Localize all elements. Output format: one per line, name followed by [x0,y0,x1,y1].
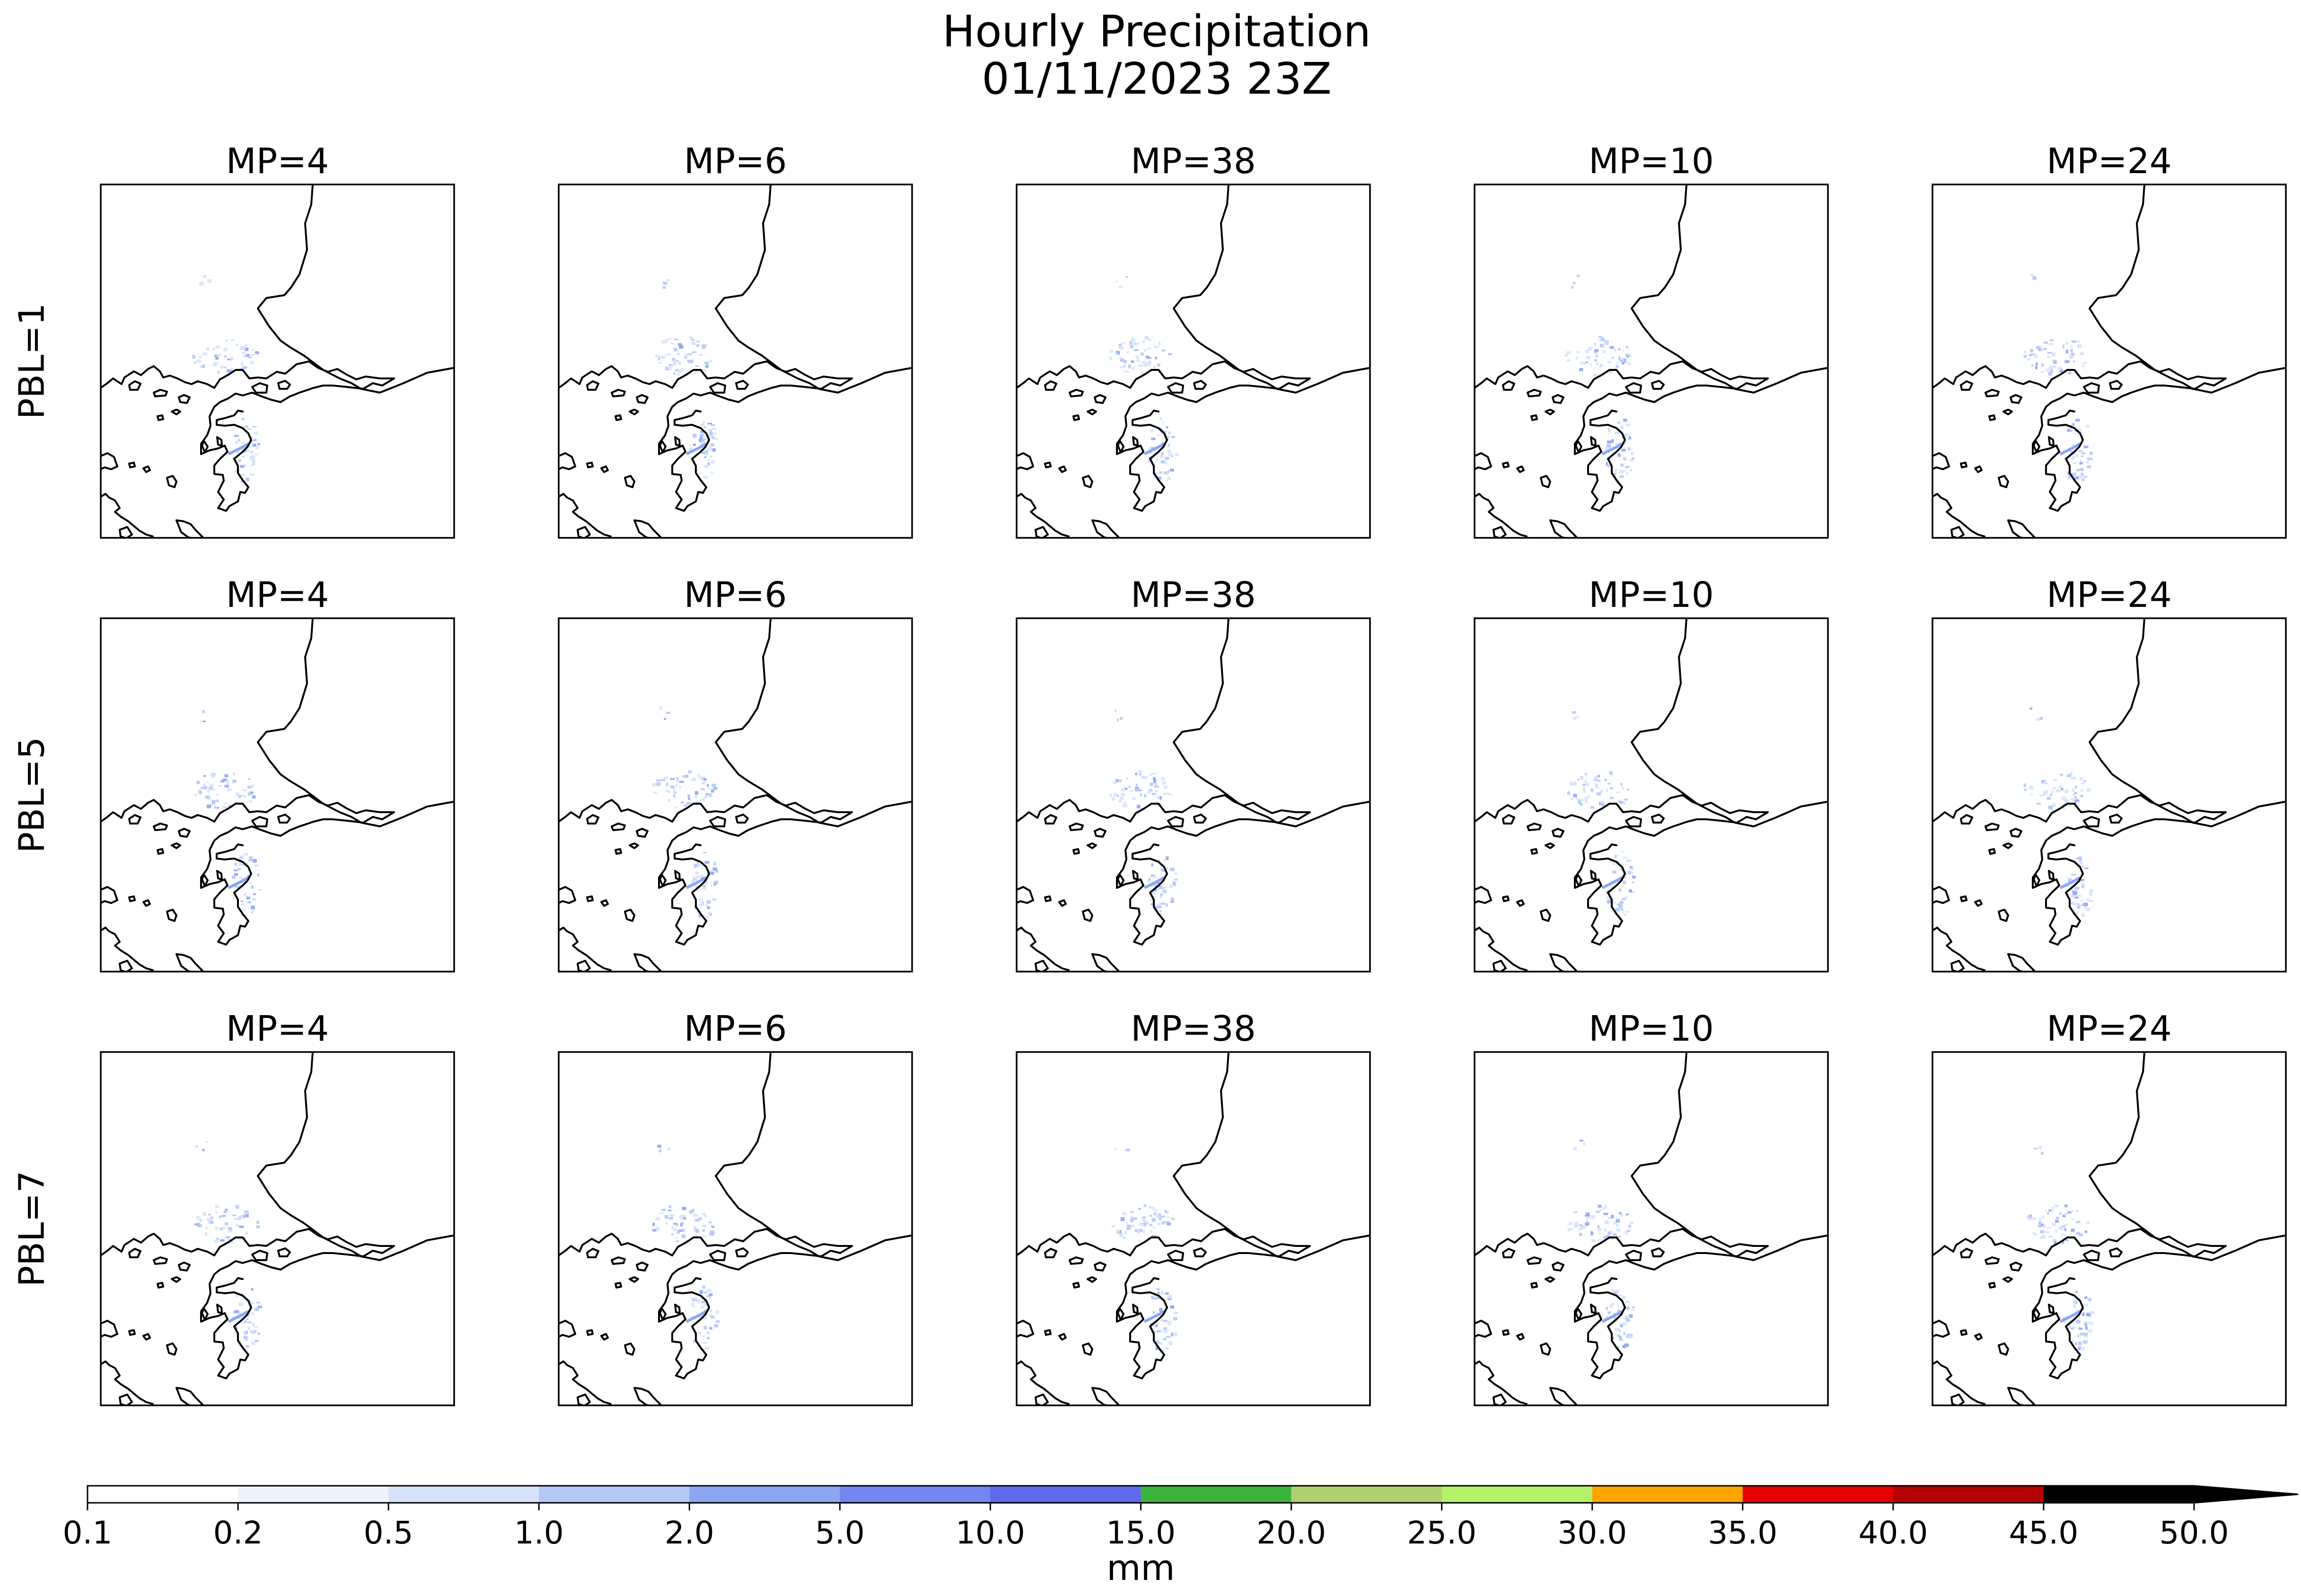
row-labels: PBL=1 PBL=5 PBL=7 [12,303,53,1287]
panel-grid: MP=4 MP=6 MP=38 MP=10 MP=24 MP=4 MP=6 MP=38 MP=1… [100,141,2287,1406]
map-panel: MP=10 [1474,575,1829,973]
colorbar-label: mm [1107,1548,1175,1588]
figure-subtitle: 01/11/2023 23Z [982,53,1332,104]
panel-title: MP=38 [1131,575,1256,615]
colorbar-tick-label: 10.0 [956,1515,1025,1551]
colorbar-outline [87,1485,2299,1504]
panel-frame [558,184,913,539]
colorbar-bin [1141,1486,1292,1503]
precip-field [194,710,262,917]
map-panel: MP=38 [1016,1008,1371,1406]
colorbar-tick-label: 50.0 [2160,1515,2229,1551]
colorbar-extend-arrow [2194,1486,2298,1503]
panel-title: MP=24 [2046,141,2172,182]
panel-frame [1932,184,2287,539]
colorbar-tick-label: 40.0 [1858,1515,1928,1551]
panel-frame [1932,617,2287,973]
precip-field [1567,1140,1635,1349]
panel-title: MP=38 [1131,141,1256,182]
map-panel: MP=6 [558,1008,913,1406]
colorbar-tick-label: 15.0 [1106,1515,1176,1551]
colorbar: 0.1 0.2 0.5 1.0 2.0 5.0 10.0 15.0 20.0 25.0 30.0 35… [63,1485,2299,1588]
panel-title: MP=4 [226,575,329,615]
precip-field [655,279,718,479]
precip-field [1109,276,1179,481]
colorbar-bin [1742,1486,1894,1503]
panel-frame [1474,184,1829,539]
colorbar-tick-label: 20.0 [1256,1515,1326,1551]
colorbar-bin [238,1486,389,1503]
figure-title: Hourly Precipitation [942,6,1371,57]
colorbar-bin [689,1486,840,1503]
colorbar-tick-label: 1.0 [514,1515,564,1551]
precip-field [1109,709,1178,916]
panel-title: MP=10 [1589,575,1714,615]
panel-frame [100,184,455,539]
panel-title: MP=6 [684,141,787,182]
row-label-pbl-1: PBL=1 [12,303,53,420]
panel-title: MP=6 [684,575,787,615]
colorbar-bin [2043,1486,2195,1503]
row-label-pbl-5: PBL=5 [12,737,53,853]
colorbar-tick-label: 25.0 [1407,1515,1476,1551]
colorbar-tick-label: 5.0 [815,1515,865,1551]
panel-title: MP=38 [1131,1008,1256,1049]
panel-title: MP=6 [684,1008,787,1049]
panel-title: MP=10 [1589,141,1714,182]
panel-frame [1016,617,1371,973]
colorbar-tick-label: 0.5 [364,1515,413,1551]
map-panel: MP=4 [100,141,455,539]
map-panel: MP=38 [1016,141,1371,539]
row-label-pbl-7: PBL=7 [12,1171,53,1287]
panel-frame [1474,617,1829,973]
panel-frame [1932,1051,2287,1406]
panel-frame [100,1051,455,1406]
panel-frame [558,1051,913,1406]
map-panel: MP=24 [1932,1008,2287,1406]
map-panel: MP=10 [1474,1008,1829,1406]
colorbar-tick-label: 45.0 [2009,1515,2078,1551]
map-panel: MP=24 [1932,575,2287,973]
panel-frame [558,617,913,973]
colorbar-tick-label: 30.0 [1557,1515,1627,1551]
panel-title: MP=4 [226,141,329,182]
colorbar-bin [88,1486,238,1503]
colorbar-bin [388,1486,539,1503]
precip-field [1565,274,1634,483]
precip-field [2026,1146,2095,1351]
map-panel: MP=6 [558,141,913,539]
precip-field [1111,1149,1178,1353]
panel-title: MP=4 [226,1008,329,1049]
map-panel: MP=6 [558,575,913,973]
panel-title: MP=24 [2046,1008,2172,1049]
precip-field [2023,707,2094,917]
colorbar-bin [840,1486,991,1503]
map-panel: MP=10 [1474,141,1829,539]
colorbar-bin [1441,1486,1593,1503]
panel-title: MP=10 [1589,1008,1714,1049]
map-panel: MP=4 [100,575,455,973]
colorbar-tick-label: 35.0 [1708,1515,1777,1551]
panel-frame [1016,1051,1371,1406]
map-panel: MP=38 [1016,575,1371,973]
panel-title: MP=24 [2046,575,2172,615]
colorbar-bin [990,1486,1141,1503]
colorbar-bin [1592,1486,1743,1503]
colorbar-bin [539,1486,690,1503]
colorbar-bin [1893,1486,2044,1503]
panel-frame [100,617,455,973]
colorbar-tick-label: 0.1 [63,1515,113,1551]
colorbar-tick-label: 2.0 [665,1515,714,1551]
colorbar-bin [1291,1486,1442,1503]
panel-frame [1474,1051,1829,1406]
colorbar-tick-label: 0.2 [213,1515,263,1551]
map-panel: MP=24 [1932,141,2287,539]
panel-frame [1016,184,1371,539]
precip-field [652,1144,720,1351]
map-panel: MP=4 [100,1008,455,1406]
